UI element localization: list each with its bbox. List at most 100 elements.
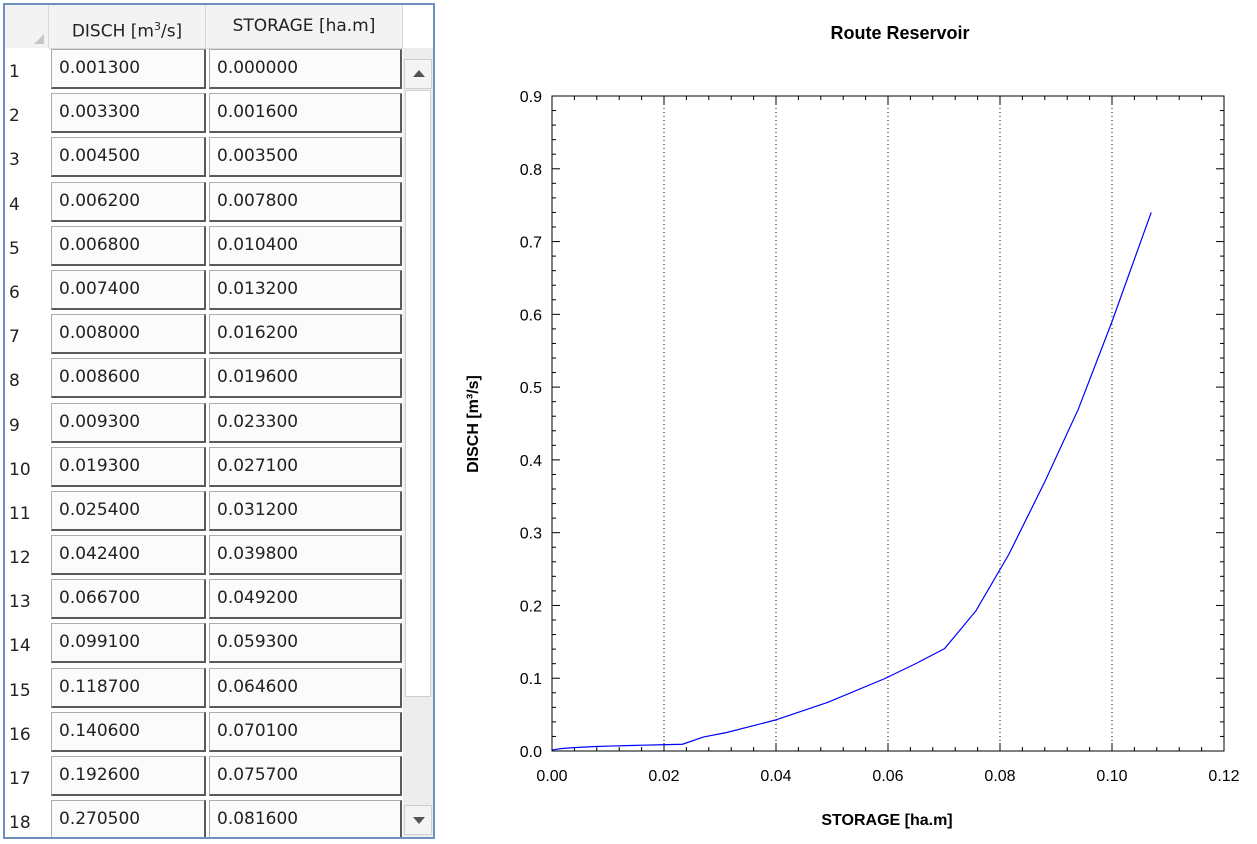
column-header-disch-unit: /s] <box>160 21 183 42</box>
x-tick-label: 0.10 <box>1096 768 1127 785</box>
table-row: 10 0.019300 0.027100 <box>5 445 403 490</box>
select-all-corner[interactable] <box>5 5 49 48</box>
x-tick-label: 0.06 <box>872 768 903 785</box>
disch-cell[interactable]: 0.008000 <box>51 314 206 355</box>
y-tick-label: 0.6 <box>520 307 542 324</box>
column-header-disch[interactable]: DISCH [m3/s] <box>49 5 206 48</box>
table-row: 3 0.004500 0.003500 <box>5 136 403 181</box>
row-number[interactable]: 3 <box>5 136 49 181</box>
row-number[interactable]: 5 <box>5 224 49 269</box>
route-reservoir-chart: Route Reservoir 0.00 0.02 0.04 0.06 0.08 0.10… <box>465 23 1240 829</box>
table-row: 6 0.007400 0.013200 <box>5 268 403 314</box>
storage-cell[interactable]: 0.016200 <box>209 314 402 355</box>
row-number[interactable]: 13 <box>5 578 49 623</box>
table-row: 17 0.192600 0.075700 <box>5 755 403 800</box>
table-row: 16 0.140600 0.070100 <box>5 710 403 755</box>
row-number[interactable]: 1 <box>5 48 49 93</box>
storage-cell[interactable]: 0.019600 <box>209 358 402 399</box>
row-number[interactable]: 6 <box>5 268 49 314</box>
table-row: 8 0.008600 0.019600 <box>5 357 403 402</box>
table-row: 2 0.003300 0.001600 <box>5 92 403 137</box>
row-number[interactable]: 10 <box>5 445 49 490</box>
table-row: 11 0.025400 0.031200 <box>5 489 403 535</box>
storage-cell[interactable]: 0.007800 <box>209 181 402 222</box>
column-header-storage-label: STORAGE [ha.m] <box>232 16 376 36</box>
disch-cell[interactable]: 0.066700 <box>51 579 206 620</box>
row-number[interactable]: 12 <box>5 534 49 579</box>
disch-cell[interactable]: 0.042400 <box>51 535 206 576</box>
storage-cell[interactable]: 0.003500 <box>209 137 402 178</box>
disch-cell[interactable]: 0.140600 <box>51 711 206 752</box>
data-grid[interactable]: DISCH [m3/s] STORAGE [ha.m] 1 0.001300 0.0… <box>3 3 435 839</box>
table-row: 9 0.009300 0.023300 <box>5 401 403 446</box>
disch-cell[interactable]: 0.192600 <box>51 756 206 796</box>
disch-cell[interactable]: 0.003300 <box>51 93 206 134</box>
disch-cell[interactable]: 0.099100 <box>51 623 206 664</box>
table-row: 18 0.270500 0.081600 <box>5 799 403 837</box>
row-number[interactable]: 17 <box>5 755 49 800</box>
storage-cell[interactable]: 0.039800 <box>209 535 402 576</box>
row-number[interactable]: 16 <box>5 710 49 755</box>
series-line <box>551 212 1152 751</box>
row-number[interactable]: 15 <box>5 666 49 711</box>
disch-cell[interactable]: 0.008600 <box>51 358 206 399</box>
disch-cell[interactable]: 0.004500 <box>51 137 206 178</box>
chart-ticks <box>551 95 1225 752</box>
disch-cell[interactable]: 0.006800 <box>51 225 206 266</box>
storage-cell[interactable]: 0.075700 <box>209 756 402 796</box>
row-number[interactable]: 18 <box>5 799 49 837</box>
row-number[interactable]: 4 <box>5 180 49 225</box>
grid-header-row: DISCH [m3/s] STORAGE [ha.m] <box>5 5 403 49</box>
disch-cell[interactable]: 0.007400 <box>51 269 206 310</box>
disch-cell[interactable]: 0.025400 <box>51 490 206 531</box>
table-row: 7 0.008000 0.016200 <box>5 313 403 358</box>
row-number[interactable]: 7 <box>5 313 49 358</box>
row-number[interactable]: 8 <box>5 357 49 402</box>
disch-cell[interactable]: 0.270500 <box>51 800 206 837</box>
table-row: 13 0.066700 0.049200 <box>5 578 403 623</box>
storage-cell[interactable]: 0.000000 <box>209 49 402 89</box>
storage-cell[interactable]: 0.010400 <box>209 225 402 266</box>
storage-cell[interactable]: 0.064600 <box>209 667 402 708</box>
scrollbar-thumb[interactable] <box>405 90 431 697</box>
row-number[interactable]: 11 <box>5 489 49 535</box>
table-row: 15 0.118700 0.064600 <box>5 666 403 711</box>
storage-cell[interactable]: 0.013200 <box>209 269 402 310</box>
chart-title: Route Reservoir <box>830 23 969 43</box>
y-tick-label: 0.1 <box>520 671 542 688</box>
disch-cell[interactable]: 0.001300 <box>51 49 206 89</box>
table-row: 1 0.001300 0.000000 <box>5 48 403 93</box>
y-tick-labels: 0.0 0.1 0.2 0.3 0.4 0.5 0.6 0.7 0.8 0.9 <box>520 89 542 761</box>
storage-cell[interactable]: 0.081600 <box>209 800 402 837</box>
chart-gridlines <box>663 96 1113 751</box>
x-axis-label: STORAGE [ha.m] <box>821 812 952 829</box>
y-tick-label: 0.3 <box>520 526 542 543</box>
grid-rows: 1 0.001300 0.000000 2 0.003300 0.001600 3 0.004… <box>5 48 403 837</box>
storage-cell[interactable]: 0.031200 <box>209 490 402 531</box>
table-row: 4 0.006200 0.007800 <box>5 180 403 225</box>
disch-cell[interactable]: 0.009300 <box>51 402 206 443</box>
storage-cell[interactable]: 0.027100 <box>209 446 402 487</box>
column-header-storage[interactable]: STORAGE [ha.m] <box>206 5 403 48</box>
row-number[interactable]: 14 <box>5 622 49 667</box>
vertical-scrollbar[interactable] <box>403 48 433 837</box>
column-header-disch-label: DISCH [m <box>71 21 154 42</box>
scroll-down-arrow-icon[interactable] <box>404 805 432 835</box>
storage-cell[interactable]: 0.049200 <box>209 579 402 620</box>
y-tick-label: 0.0 <box>520 744 542 761</box>
row-number[interactable]: 2 <box>5 92 49 137</box>
storage-cell[interactable]: 0.059300 <box>209 623 402 664</box>
storage-cell[interactable]: 0.023300 <box>209 402 402 443</box>
disch-cell[interactable]: 0.006200 <box>51 181 206 222</box>
disch-cell[interactable]: 0.118700 <box>51 667 206 708</box>
scroll-up-arrow-icon[interactable] <box>404 59 432 89</box>
x-tick-label: 0.08 <box>984 768 1015 785</box>
row-number[interactable]: 9 <box>5 401 49 446</box>
disch-cell[interactable]: 0.019300 <box>51 446 206 487</box>
storage-cell[interactable]: 0.001600 <box>209 93 402 134</box>
storage-cell[interactable]: 0.070100 <box>209 711 402 752</box>
x-tick-label: 0.04 <box>760 768 791 785</box>
y-tick-label: 0.9 <box>520 89 542 106</box>
y-tick-label: 0.5 <box>520 380 542 397</box>
x-tick-labels: 0.00 0.02 0.04 0.06 0.08 0.10 0.12 <box>536 768 1239 785</box>
